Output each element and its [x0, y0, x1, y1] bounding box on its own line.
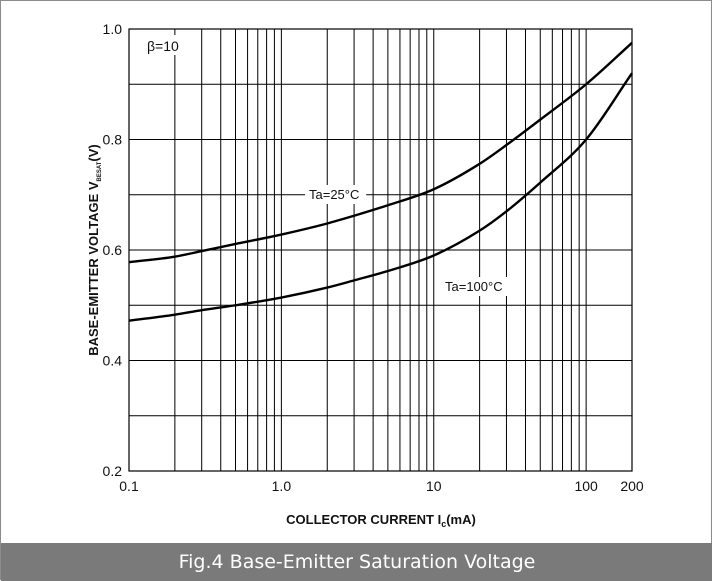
series-label-bg	[441, 277, 510, 296]
x-tick-label: 200	[620, 478, 644, 494]
series-label-bg	[305, 185, 367, 204]
beta-annotation: β=10	[147, 38, 179, 54]
chart: Ta=25°CTa=100°C 0.1 1.0 10 100 2000.20.40.60…	[86, 21, 644, 529]
series-line-ta100	[128, 72, 633, 322]
annotation-bg	[143, 35, 193, 55]
x-tick-label: 100	[574, 478, 598, 494]
y-tick-label: 0.8	[103, 132, 123, 148]
axis-labels: COLLECTOR CURRENT Ic(mA) BASE-EMITTER VOL…	[86, 35, 476, 529]
series-line-ta25	[128, 41, 633, 264]
series-group: Ta=25°C Ta=100°C	[128, 41, 633, 322]
y-tick-label: 1.0	[103, 21, 123, 37]
grid	[129, 29, 633, 471]
tick-labels: 0.1 1.0 10 100 200 0.2 0.4 0.6 0.8 1.0	[103, 21, 644, 494]
y-tick-label: 0.2	[103, 463, 123, 479]
y-tick-label: 0.4	[103, 353, 123, 369]
y-tick-label: 0.6	[103, 242, 123, 258]
figure-caption: Fig.4 Base-Emitter Saturation Voltage	[1, 543, 712, 581]
x-tick-label: 0.1	[119, 478, 139, 494]
plot-border	[128, 28, 633, 472]
series-label: Ta=25°C	[309, 187, 359, 202]
y-axis-label: BASE-EMITTER VOLTAGE VBESAT(V)	[86, 144, 103, 356]
x-axis-label: COLLECTOR CURRENT Ic(mA)	[286, 512, 476, 529]
x-tick-label: 1.0	[272, 478, 292, 494]
series-label: Ta=100°C	[445, 279, 503, 294]
x-tick-label: 10	[426, 478, 442, 494]
